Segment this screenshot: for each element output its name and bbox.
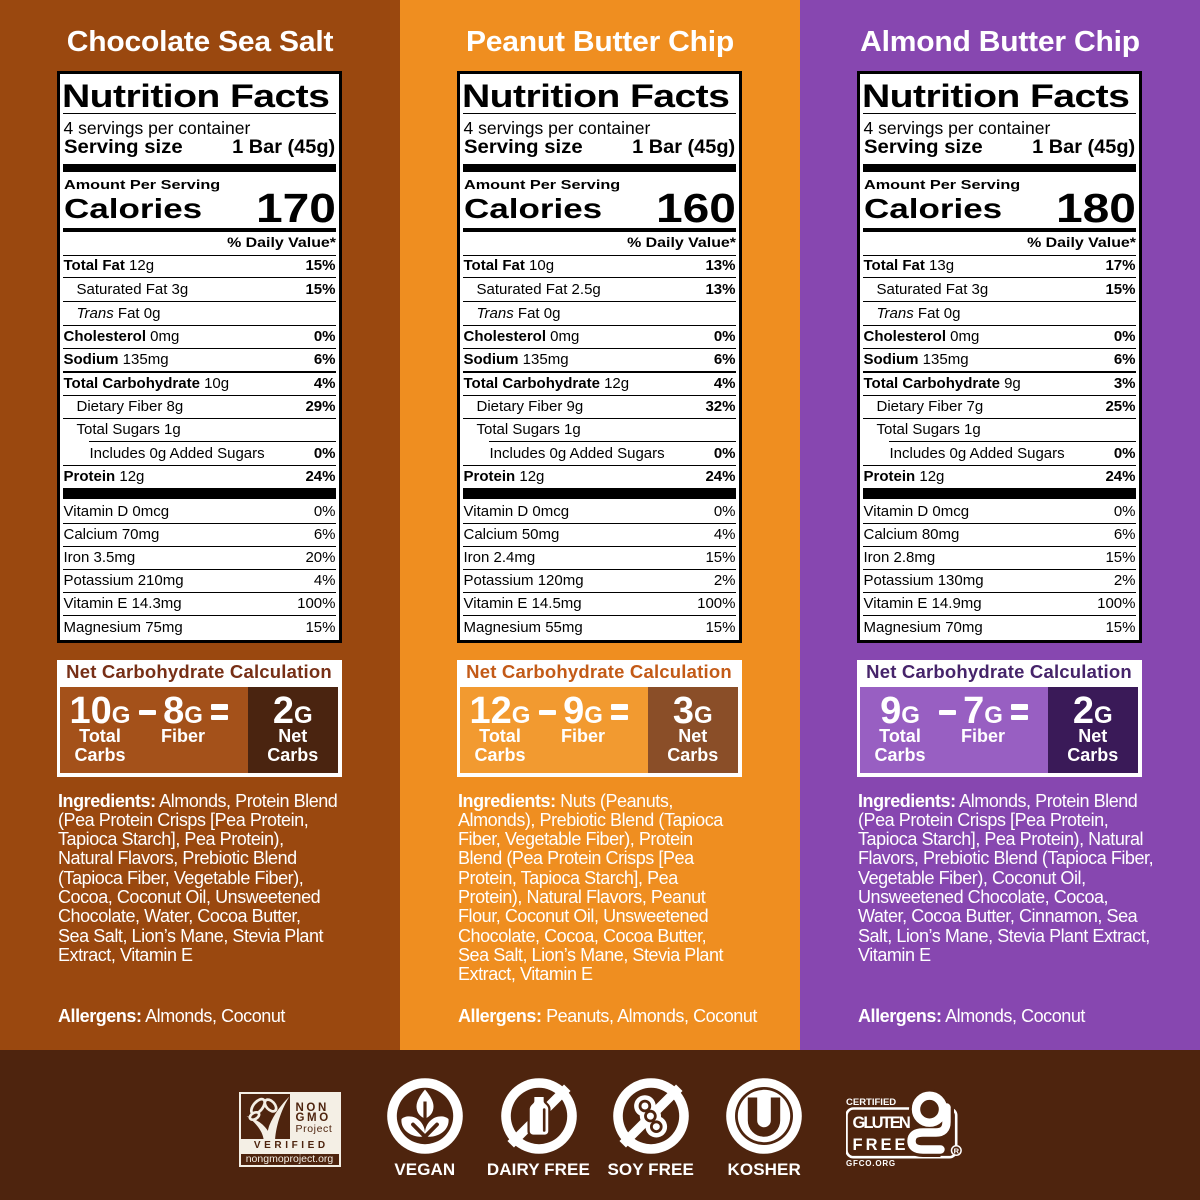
svg-text:R: R xyxy=(954,1146,960,1155)
